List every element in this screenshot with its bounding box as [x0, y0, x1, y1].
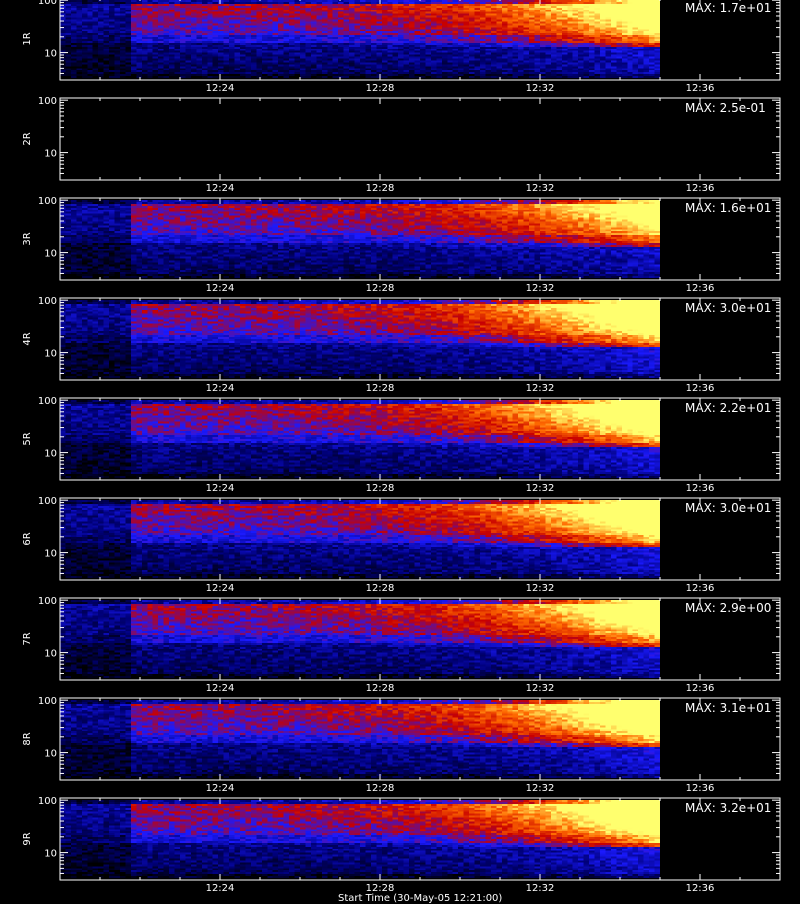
y-tick-label: 10: [44, 349, 57, 360]
x-tick-label: 12:24: [206, 583, 235, 594]
x-tick-label: 12:36: [686, 583, 715, 594]
panel-ylabel: 8R: [22, 732, 33, 745]
y-tick-label: 10: [44, 549, 57, 560]
y-tick-label: 10: [44, 249, 57, 260]
panel-3r: 10 100 12:24 12:28 12:32 12:36 3R MAX: 1.6e+01: [22, 196, 781, 294]
panel-1r: 10 100 12:24 12:28 12:32 12:36 1R MAX: 1.7e+01: [22, 0, 781, 94]
panel-ylabel: 5R: [22, 432, 33, 445]
y-tick-label: 10: [44, 749, 57, 760]
panel-max-label: MAX: 3.0e+01: [685, 501, 771, 515]
x-tick-label: 12:24: [206, 883, 235, 894]
y-tick-label: 10: [44, 149, 57, 160]
x-axis-title: Start Time (30-May-05 12:21:00): [338, 893, 503, 904]
panel-max-label: MAX: 3.1e+01: [685, 701, 771, 715]
panel-5r: 10 100 12:24 12:28 12:32 12:36 5R MAX: 2.2e+01: [22, 396, 781, 494]
panel-9r: 10 100 12:24 12:28 12:32 12:36 9R MAX: 3.2e+01: [22, 796, 781, 894]
panel-ylabel: 6R: [22, 532, 33, 545]
x-tick-label: 12:28: [366, 283, 395, 294]
x-tick-label: 12:36: [686, 483, 715, 494]
x-tick-label: 12:28: [366, 783, 395, 794]
y-tick-label: 100: [38, 596, 57, 607]
heatmap-cells: [60, 500, 660, 578]
y-tick-label: 100: [38, 196, 57, 207]
x-tick-label: 12:24: [206, 83, 235, 94]
x-tick-label: 12:24: [206, 783, 235, 794]
x-tick-label: 12:32: [526, 783, 555, 794]
x-tick-label: 12:32: [526, 183, 555, 194]
x-tick-label: 12:32: [526, 683, 555, 694]
y-tick-label: 100: [38, 396, 57, 407]
panel-ylabel: 9R: [22, 832, 33, 845]
x-tick-label: 12:32: [526, 483, 555, 494]
x-tick-label: 12:32: [526, 283, 555, 294]
panel-max-label: MAX: 2.5e-01: [685, 101, 766, 115]
heatmap-cells: [60, 0, 660, 78]
panel-max-label: MAX: 2.9e+00: [685, 601, 771, 615]
x-tick-label: 12:32: [526, 583, 555, 594]
x-tick-label: 12:36: [686, 883, 715, 894]
y-tick-label: 10: [44, 849, 57, 860]
heatmap-cells: [60, 800, 660, 878]
heatmap-cells: [60, 400, 660, 478]
panel-6r: 10 100 12:24 12:28 12:32 12:36 6R MAX: 3.0e+01: [22, 496, 781, 594]
x-tick-label: 12:36: [686, 783, 715, 794]
x-tick-label: 12:24: [206, 483, 235, 494]
heatmap-cells: [60, 300, 660, 378]
panel-8r: 10 100 12:24 12:28 12:32 12:36 8R MAX: 3.1e+01: [22, 696, 781, 794]
x-tick-label: 12:32: [526, 383, 555, 394]
x-tick-label: 12:24: [206, 283, 235, 294]
y-tick-label: 10: [44, 649, 57, 660]
y-tick-label: 100: [38, 696, 57, 707]
y-tick-label: 10: [44, 449, 57, 460]
panel-max-label: MAX: 3.0e+01: [685, 301, 771, 315]
y-tick-label: 100: [38, 96, 57, 107]
x-tick-label: 12:36: [686, 683, 715, 694]
plot-frame: [59, 97, 781, 181]
y-tick-label: 100: [38, 296, 57, 307]
panel-ylabel: 4R: [22, 332, 33, 345]
x-tick-label: 12:32: [526, 883, 555, 894]
x-tick-label: 12:28: [366, 683, 395, 694]
x-tick-label: 12:24: [206, 383, 235, 394]
x-tick-label: 12:24: [206, 183, 235, 194]
panel-2r: 10 100 12:24 12:28 12:32 12:36 2R MAX: 2.5e-01: [22, 96, 781, 194]
x-tick-label: 12:36: [686, 383, 715, 394]
x-tick-label: 12:28: [366, 383, 395, 394]
panel-ylabel: 3R: [22, 232, 33, 245]
panel-max-label: MAX: 2.2e+01: [685, 401, 771, 415]
panel-max-label: MAX: 3.2e+01: [685, 801, 771, 815]
x-tick-label: 12:36: [686, 183, 715, 194]
y-tick-label: 10: [44, 49, 57, 60]
x-tick-label: 12:28: [366, 183, 395, 194]
x-tick-label: 12:28: [366, 883, 395, 894]
panel-ylabel: 1R: [22, 32, 33, 45]
y-tick-label: 100: [38, 496, 57, 507]
x-tick-label: 12:32: [526, 83, 555, 94]
x-tick-label: 12:28: [366, 583, 395, 594]
panel-7r: 10 100 12:24 12:28 12:32 12:36 7R MAX: 2.9e+00: [22, 596, 781, 694]
panel-max-label: MAX: 1.6e+01: [685, 201, 771, 215]
panel-ylabel: 2R: [22, 132, 33, 145]
panel-max-label: MAX: 1.7e+01: [685, 1, 771, 15]
y-tick-label: 100: [38, 0, 57, 7]
y-tick-label: 100: [38, 796, 57, 807]
x-tick-label: 12:28: [366, 83, 395, 94]
x-tick-label: 12:28: [366, 483, 395, 494]
heatmap-cells: [60, 200, 660, 278]
x-tick-label: 12:24: [206, 683, 235, 694]
heatmap-cells: [60, 600, 660, 678]
heatmap-cells: [60, 700, 660, 778]
x-tick-label: 12:36: [686, 283, 715, 294]
panel-ylabel: 7R: [22, 632, 33, 645]
x-tick-label: 12:36: [686, 83, 715, 94]
panel-4r: 10 100 12:24 12:28 12:32 12:36 4R MAX: 3.0e+01: [22, 296, 781, 394]
